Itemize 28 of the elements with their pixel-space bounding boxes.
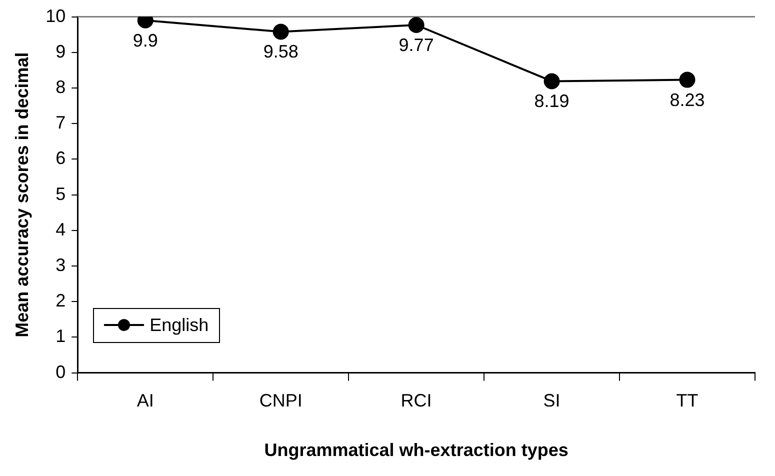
data-label: 8.23 <box>670 90 705 110</box>
y-tick-label: 5 <box>56 184 66 204</box>
legend-label: English <box>150 314 209 336</box>
x-tick-label: AI <box>136 390 154 411</box>
x-tick-label: CNPI <box>259 390 302 411</box>
y-tick-label: 0 <box>56 362 66 382</box>
data-label: 9.77 <box>398 34 434 55</box>
y-tick-label: 7 <box>56 112 66 133</box>
data-label: 9.9 <box>132 30 158 50</box>
y-tick-label: 6 <box>56 148 66 168</box>
y-axis-title: Mean accuracy scores in decimal <box>12 52 32 338</box>
y-tick-label: 8 <box>56 76 66 97</box>
data-label: 8.19 <box>534 91 570 112</box>
y-tick-label: 2 <box>56 290 66 311</box>
x-axis-title: Ungrammatical wh-extraction types <box>264 440 568 460</box>
y-tick-label: 9 <box>56 41 66 62</box>
y-tick-label: 1 <box>56 326 66 346</box>
x-tick-label: RCI <box>400 390 432 411</box>
y-tick-label: 3 <box>56 254 66 275</box>
data-label: 9.58 <box>263 42 298 62</box>
x-tick-label: TT <box>676 390 698 411</box>
point <box>272 24 289 40</box>
y-tick-label: 10 <box>46 6 66 26</box>
y-tick-label: 4 <box>56 219 66 240</box>
point <box>408 16 424 33</box>
point <box>544 73 560 90</box>
x-tick-label: SI <box>543 390 560 411</box>
point <box>679 72 696 88</box>
